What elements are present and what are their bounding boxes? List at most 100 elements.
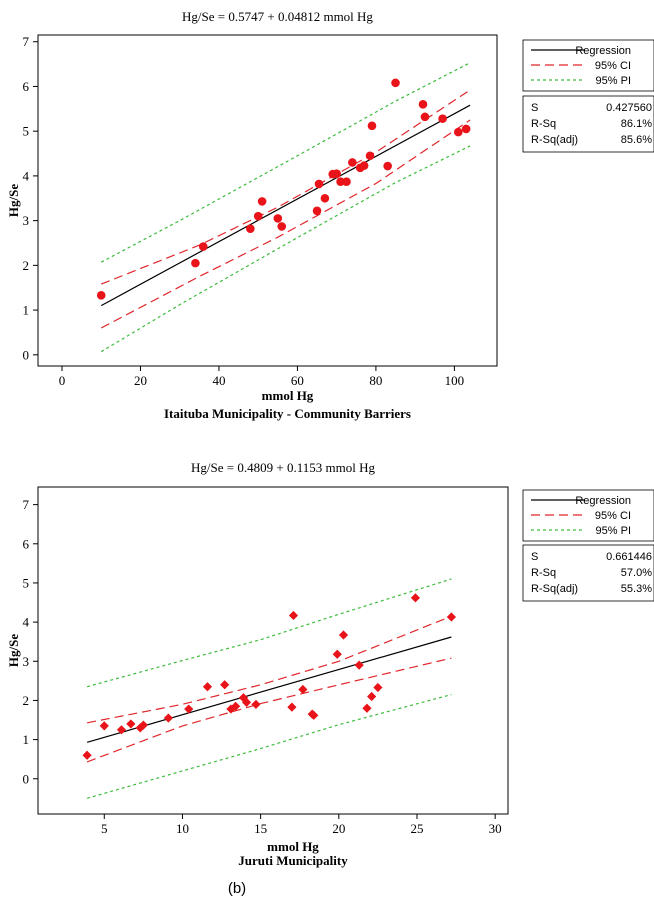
data-point	[82, 750, 92, 760]
y-tick-label: 5	[23, 575, 30, 590]
data-point	[359, 161, 369, 170]
data-point	[241, 697, 252, 707]
data-point	[332, 169, 341, 178]
y-tick-label: 2	[23, 693, 30, 708]
data-point	[163, 713, 173, 723]
data-point	[336, 177, 345, 187]
ci-lower-line	[100, 119, 471, 329]
data-point	[461, 124, 471, 134]
data-point	[287, 702, 297, 712]
data-point	[198, 242, 208, 251]
data-point	[367, 121, 377, 131]
ci-upper-line	[86, 615, 452, 724]
y-tick-label: 7	[23, 34, 30, 49]
y-tick-label: 1	[23, 303, 30, 318]
y-tick-label: 4	[23, 615, 30, 630]
data-point	[338, 630, 349, 640]
pi-upper-line	[86, 578, 452, 688]
data-point	[383, 161, 392, 171]
chart-title: Hg/Se = 0.5747 + 0.04812 mmol Hg	[182, 9, 373, 24]
data-point	[253, 211, 263, 221]
data-point	[191, 258, 200, 268]
plot-frame	[37, 486, 509, 815]
chart-subtitle: Juruti Municipality	[238, 853, 348, 868]
stat-value: 0.427560	[606, 102, 652, 114]
data-point	[454, 127, 463, 137]
data-point	[373, 682, 383, 693]
stats-box	[522, 544, 654, 602]
x-tick-label: 25	[411, 821, 424, 836]
data-point	[246, 224, 255, 233]
data-point	[309, 710, 319, 720]
stat-label: R-Sq	[531, 118, 556, 130]
x-tick-label: 80	[369, 373, 382, 388]
x-axis-label: mmol Hg	[262, 388, 314, 403]
data-point	[312, 206, 322, 216]
data-point	[391, 78, 400, 88]
data-point	[96, 291, 106, 300]
data-point	[438, 114, 447, 123]
stat-value: 0.661446	[606, 551, 652, 563]
x-tick-label: 40	[212, 373, 225, 388]
stat-value: 85.6%	[621, 134, 652, 146]
legend-entry: 95% PI	[596, 75, 631, 87]
y-tick-label: 0	[23, 347, 30, 362]
stat-label: R-Sq(adj)	[531, 583, 578, 595]
x-tick-label: 100	[445, 373, 465, 388]
chart-itaituba: Hg/Se = 0.5747 + 0.04812 mmol Hg 0 1 2 3 4 5 6 7…	[6, 9, 654, 421]
y-tick-label: 1	[23, 732, 30, 747]
legend-entry: 95% PI	[596, 525, 631, 537]
data-point	[362, 703, 372, 713]
stat-label: S	[531, 551, 538, 563]
data-point	[320, 193, 330, 203]
data-point	[446, 612, 456, 622]
x-tick-label: 20	[134, 373, 147, 388]
data-point	[273, 214, 283, 223]
data-point	[365, 151, 375, 161]
ci-upper-line	[100, 89, 471, 285]
data-point	[277, 222, 287, 231]
y-tick-label: 6	[23, 536, 30, 551]
legend-entry: Regression	[575, 495, 631, 507]
data-point	[418, 100, 428, 109]
stats-box	[522, 95, 654, 153]
x-tick-label: 60	[291, 373, 304, 388]
data-point	[354, 660, 364, 670]
data-point	[348, 158, 357, 167]
data-point	[202, 682, 213, 692]
x-tick-label: 10	[176, 821, 189, 836]
legend-entry: 95% CI	[595, 60, 631, 72]
regression-line	[86, 636, 452, 743]
chart-subtitle: Itaituba Municipality - Community Barrie…	[164, 406, 411, 421]
pi-lower-line	[100, 145, 471, 353]
y-tick-label: 7	[23, 497, 30, 512]
data-point	[288, 610, 299, 621]
y-tick-label: 6	[23, 79, 30, 94]
data-point	[314, 179, 324, 189]
figure-label: (b)	[228, 880, 246, 897]
y-tick-label: 4	[23, 168, 30, 183]
chart-title: Hg/Se = 0.4809 + 0.1153 mmol Hg	[191, 460, 375, 475]
chart-juruti: Hg/Se = 0.4809 + 0.1153 mmol Hg 0 1 2 3 4 5 6 7 5…	[6, 460, 654, 868]
data-point	[298, 684, 308, 695]
pi-upper-line	[100, 62, 471, 263]
data-point	[99, 721, 109, 731]
data-point	[420, 112, 430, 122]
data-point	[332, 649, 342, 659]
x-tick-label: 15	[254, 821, 267, 836]
pi-lower-line	[86, 694, 452, 799]
plot-frame	[37, 34, 498, 367]
x-tick-label: 20	[332, 821, 345, 836]
stat-label: R-Sq	[531, 567, 556, 579]
data-point	[184, 704, 194, 714]
data-point	[342, 177, 351, 187]
y-tick-label: 3	[23, 654, 30, 669]
stat-value: 86.1%	[621, 118, 652, 130]
data-point	[220, 680, 230, 690]
data-point	[367, 691, 377, 702]
y-tick-label: 2	[23, 258, 30, 273]
stat-label: S	[531, 102, 538, 114]
data-point	[231, 701, 241, 711]
regression-line	[100, 104, 471, 307]
